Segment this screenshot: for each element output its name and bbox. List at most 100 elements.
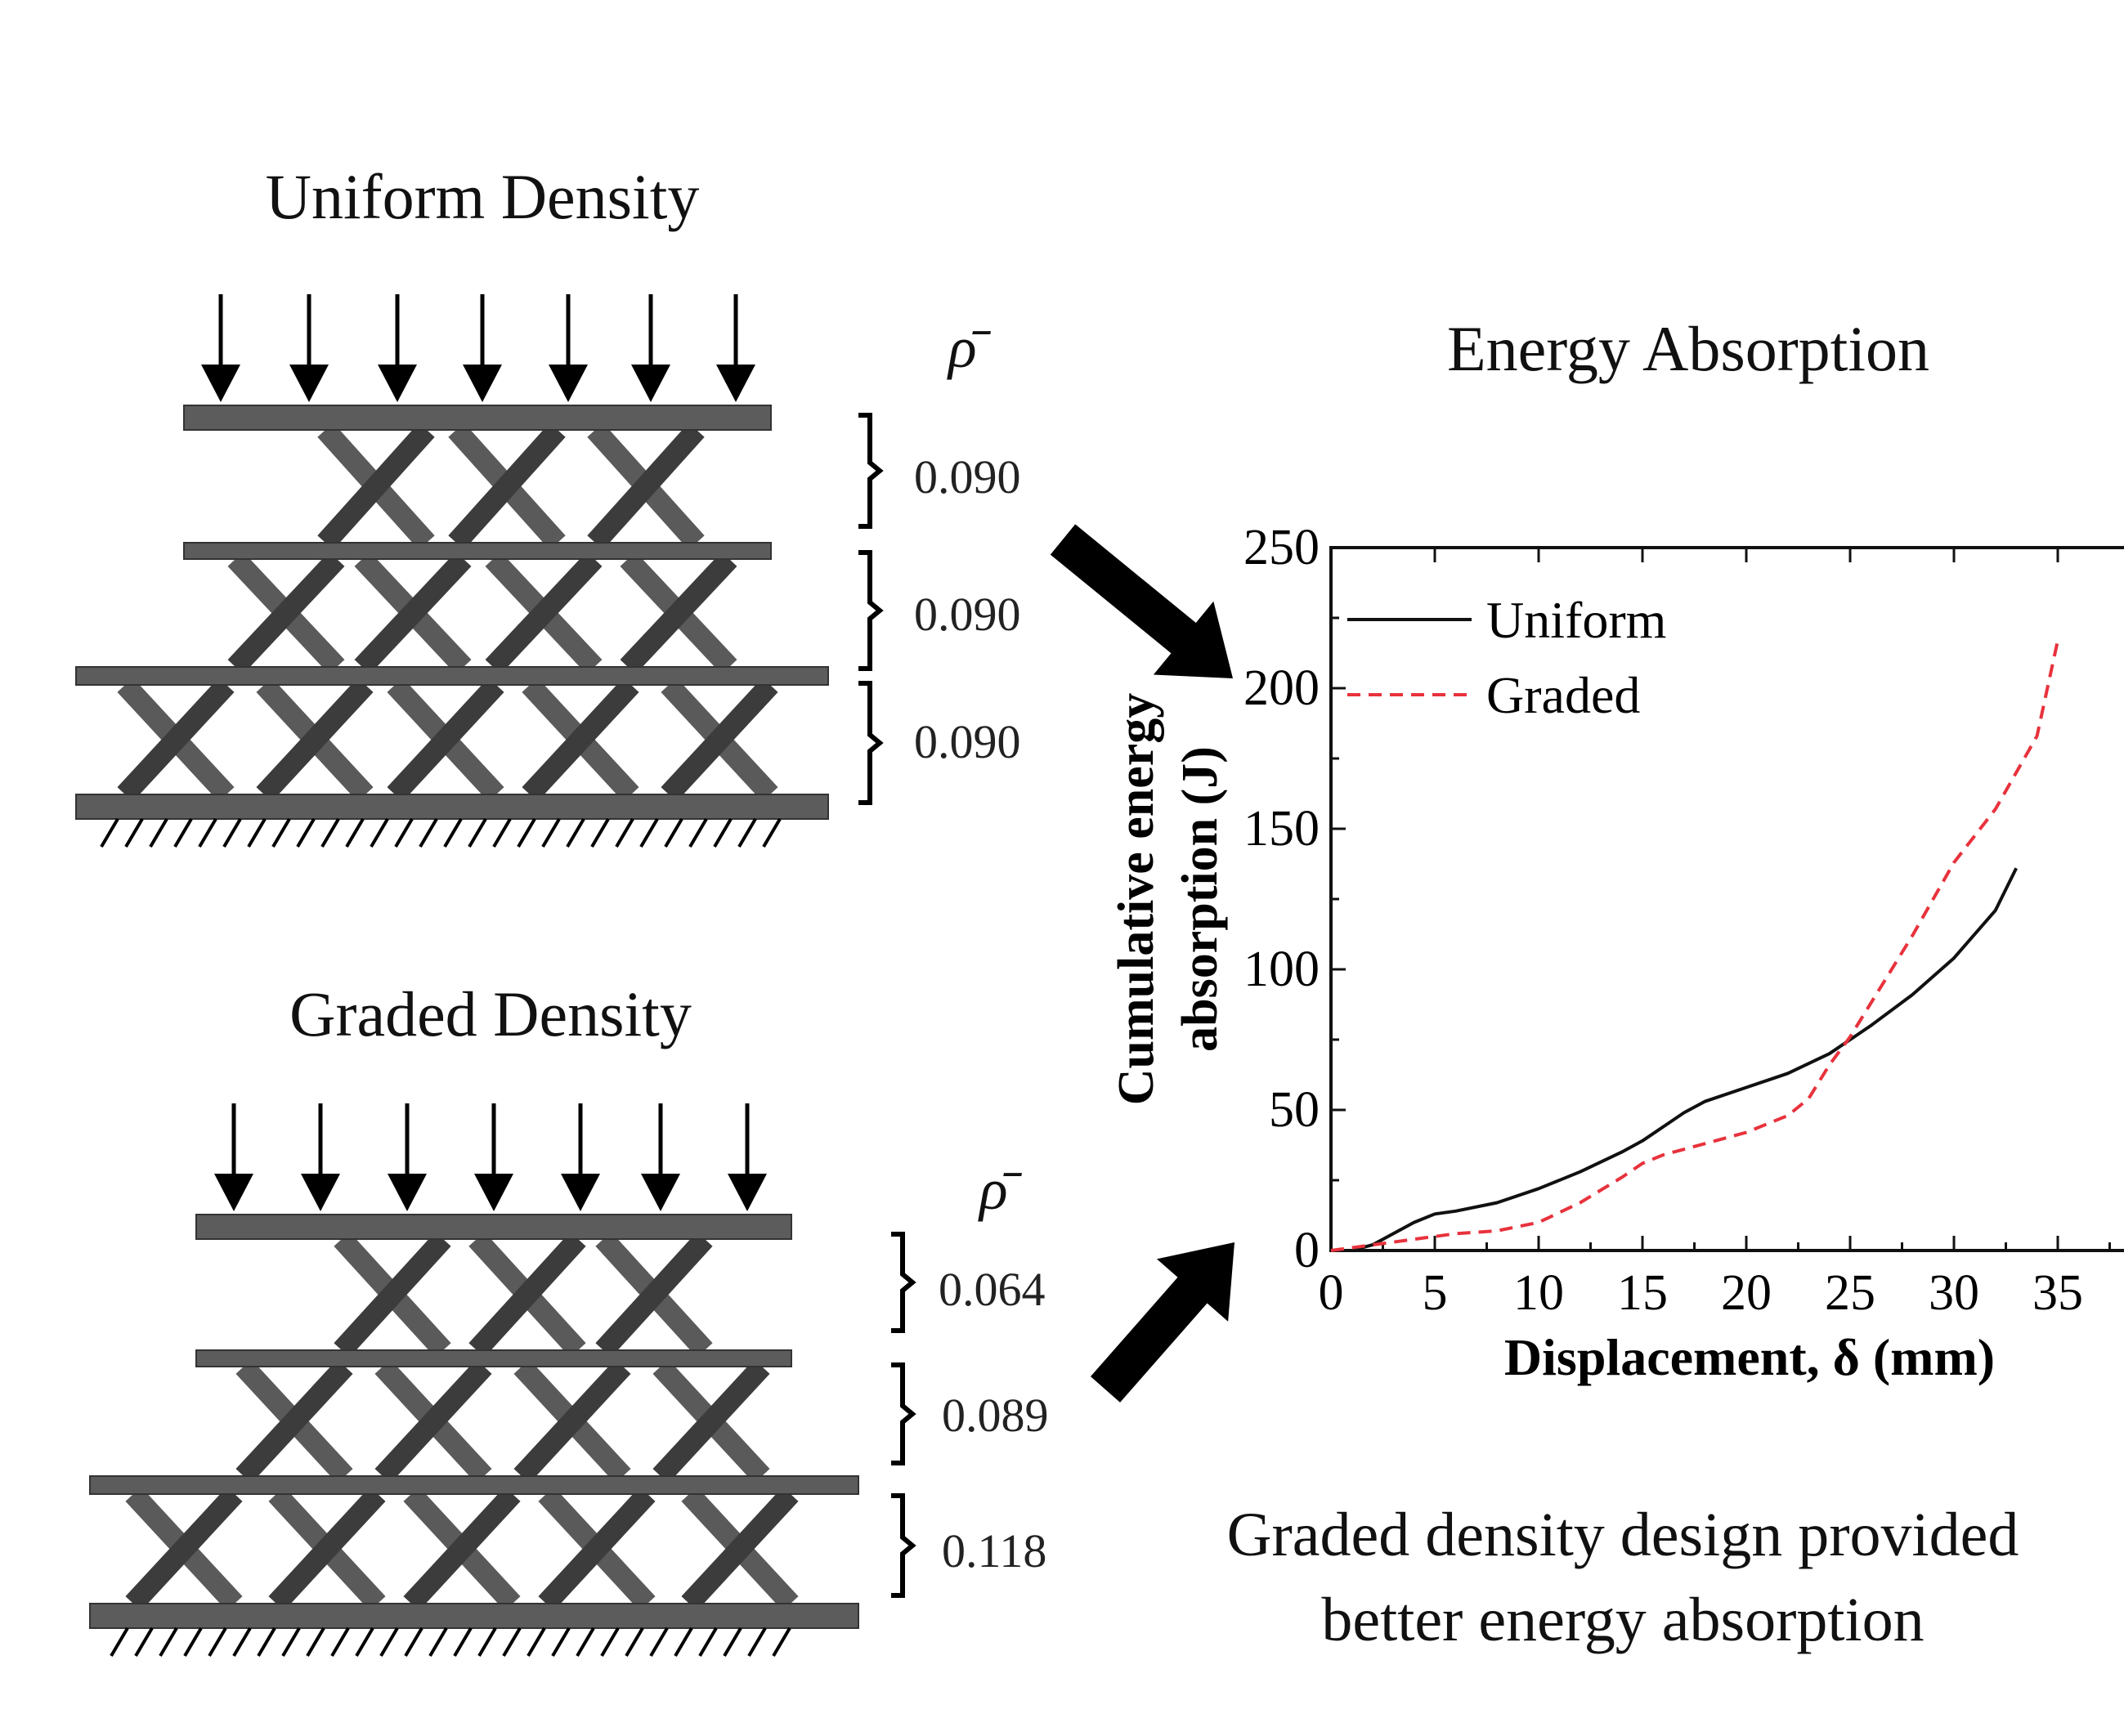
lattice-strut bbox=[513, 1359, 631, 1483]
ground-hatch bbox=[428, 1626, 448, 1658]
ground-hatch bbox=[257, 1626, 276, 1658]
uniform-rho-label: ρ̄ bbox=[948, 315, 977, 380]
ground-hatch bbox=[159, 1626, 178, 1658]
ground-hatch bbox=[737, 817, 757, 848]
ground-hatch bbox=[330, 1626, 350, 1658]
lattice-strut bbox=[256, 678, 374, 802]
graded-rho-label: ρ̄ bbox=[979, 1157, 1008, 1222]
lattice-strut bbox=[387, 678, 504, 802]
load-arrow-head bbox=[378, 365, 417, 402]
ground-hatch bbox=[183, 1626, 203, 1658]
lattice-strut bbox=[681, 1487, 799, 1611]
uniform-density-value: 0.090 bbox=[914, 715, 1021, 768]
ground-hatch bbox=[625, 1626, 644, 1658]
ground-hatch bbox=[379, 1626, 399, 1658]
lattice-plate bbox=[75, 794, 829, 820]
lattice-plate bbox=[89, 1603, 859, 1629]
ground-hatch bbox=[566, 817, 585, 848]
ground-hatch bbox=[453, 1626, 473, 1658]
ground-hatch bbox=[649, 1626, 669, 1658]
graded-density-value: 0.064 bbox=[939, 1263, 1046, 1316]
density-bracket bbox=[891, 1493, 916, 1598]
lattice-plate bbox=[89, 1475, 859, 1495]
ground-hatch bbox=[394, 817, 414, 848]
ground-hatch bbox=[541, 817, 561, 848]
y-tick-label: 100 bbox=[1243, 942, 1320, 997]
chart-title: Energy Absorption bbox=[1446, 313, 1930, 384]
lattice-strut bbox=[374, 1359, 492, 1483]
lattice-strut bbox=[354, 552, 472, 674]
lattice-strut bbox=[522, 678, 639, 802]
ground-hatch bbox=[477, 1626, 497, 1658]
density-bracket bbox=[858, 681, 884, 805]
ground-hatch bbox=[615, 817, 634, 848]
x-tick-label: 10 bbox=[1513, 1265, 1564, 1321]
ground-hatch bbox=[639, 817, 659, 848]
ground-hatch bbox=[762, 817, 782, 848]
ground-hatch bbox=[713, 817, 733, 848]
lattice-plate bbox=[183, 405, 772, 431]
ground-hatch bbox=[222, 817, 242, 848]
lattice-plate bbox=[75, 666, 829, 686]
graded-density-title: Graded Density bbox=[289, 978, 692, 1049]
ground-hatch bbox=[208, 1626, 227, 1658]
lattice-strut bbox=[403, 1487, 521, 1611]
ground-hatch bbox=[419, 817, 438, 848]
y-axis-label-line-2: absorption (J) bbox=[1172, 746, 1228, 1052]
lattice-strut bbox=[538, 1487, 656, 1611]
ground-hatch bbox=[110, 1626, 129, 1658]
lattice-strut bbox=[125, 1487, 243, 1611]
caption-line-2: better energy absorption bbox=[1321, 1586, 1925, 1654]
ground-hatch bbox=[296, 817, 316, 848]
y-axis-label-line-1: Cumulative energy bbox=[1109, 693, 1164, 1106]
lattice-strut bbox=[595, 1232, 713, 1358]
legend-label-uniform: Uniform bbox=[1486, 591, 1666, 649]
load-arrow-head bbox=[301, 1174, 340, 1211]
lattice-strut bbox=[317, 423, 435, 550]
load-arrow-head bbox=[214, 1174, 253, 1211]
pointer-arrow-shape bbox=[1090, 1242, 1235, 1403]
load-arrow-head bbox=[641, 1174, 680, 1211]
x-tick-label: 30 bbox=[1929, 1265, 1979, 1321]
density-bracket bbox=[891, 1362, 916, 1465]
uniform-density-value: 0.090 bbox=[914, 588, 1021, 641]
lattice-strut bbox=[235, 1359, 353, 1483]
ground-hatch bbox=[688, 817, 708, 848]
lattice-strut bbox=[268, 1487, 386, 1611]
lattice-strut bbox=[485, 552, 603, 674]
lattice-strut bbox=[661, 678, 778, 802]
x-tick-label: 5 bbox=[1423, 1265, 1448, 1321]
load-arrow-head bbox=[463, 365, 502, 402]
load-arrow-head bbox=[631, 365, 670, 402]
lattice-strut bbox=[334, 1232, 451, 1358]
x-tick-label: 20 bbox=[1721, 1265, 1772, 1321]
load-arrow-head bbox=[728, 1174, 767, 1211]
ground-hatch bbox=[443, 817, 463, 848]
load-arrow-head bbox=[388, 1174, 427, 1211]
ground-hatch bbox=[576, 1626, 595, 1658]
lattice-strut bbox=[587, 423, 705, 550]
y-tick-label: 200 bbox=[1243, 660, 1320, 716]
series-line-graded bbox=[1330, 640, 2059, 1252]
x-tick-label: 25 bbox=[1825, 1265, 1875, 1321]
lattice-strut bbox=[620, 552, 737, 674]
x-tick-label: 15 bbox=[1617, 1265, 1668, 1321]
uniform-density-value: 0.090 bbox=[914, 450, 1021, 503]
ground-hatch bbox=[527, 1626, 546, 1658]
load-arrow-head bbox=[289, 365, 329, 402]
pointer-arrow bbox=[1090, 1242, 1235, 1403]
ground-hatch bbox=[306, 1626, 325, 1658]
ground-hatch bbox=[345, 817, 365, 848]
pointer-arrow bbox=[1050, 524, 1234, 678]
x-tick-label: 0 bbox=[1319, 1265, 1344, 1321]
ground-hatch bbox=[502, 1626, 522, 1658]
ground-hatch bbox=[232, 1626, 252, 1658]
load-arrow-head bbox=[561, 1174, 600, 1211]
ground-hatch bbox=[723, 1626, 742, 1658]
y-tick-label: 250 bbox=[1243, 520, 1320, 575]
ground-hatch bbox=[772, 1626, 791, 1658]
load-arrow-head bbox=[716, 365, 755, 402]
ground-hatch bbox=[281, 1626, 301, 1658]
ground-hatch bbox=[492, 817, 512, 848]
